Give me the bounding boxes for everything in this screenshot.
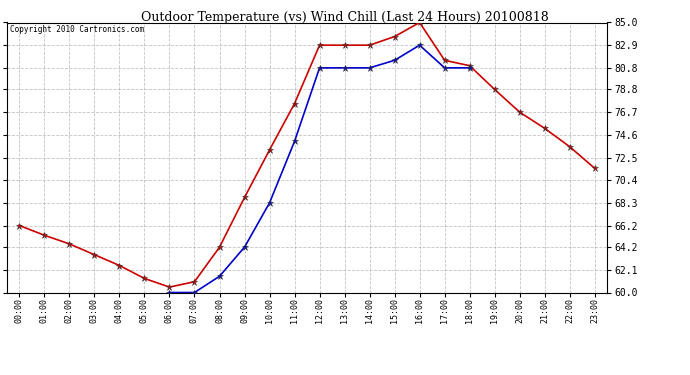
Text: Copyright 2010 Cartronics.com: Copyright 2010 Cartronics.com — [10, 25, 144, 34]
Text: Outdoor Temperature (vs) Wind Chill (Last 24 Hours) 20100818: Outdoor Temperature (vs) Wind Chill (Las… — [141, 11, 549, 24]
